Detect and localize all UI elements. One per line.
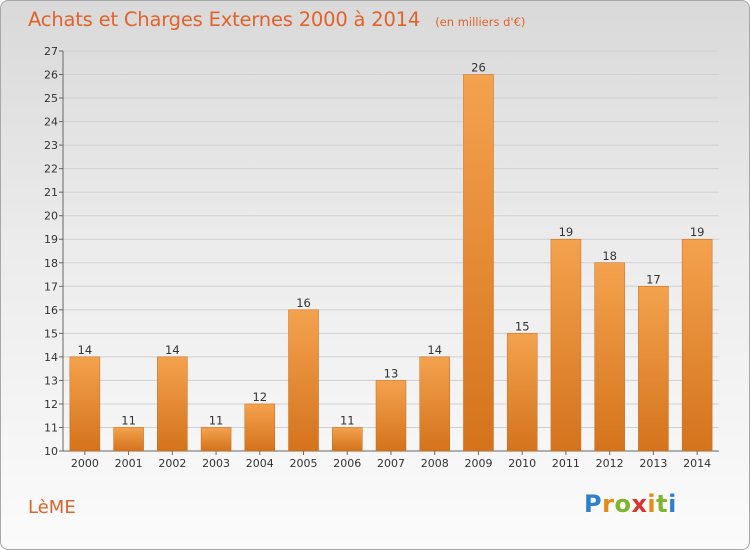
labels: 10 11 12 13 14 15 16 17 18 19 20 21 22 23 24 25 26 27 14 20… bbox=[44, 45, 711, 470]
x-tick-label: 2006 bbox=[333, 457, 361, 470]
proxiti-logo: Proxiti bbox=[584, 490, 677, 518]
bar-value-label: 11 bbox=[209, 413, 224, 427]
logo-letter: i bbox=[668, 490, 677, 518]
commune-name: LèME bbox=[28, 497, 76, 518]
bar-value-label: 12 bbox=[252, 390, 267, 404]
logo-letter: i bbox=[647, 490, 657, 518]
y-tick-label: 24 bbox=[44, 116, 58, 129]
bar bbox=[419, 356, 450, 452]
bar-value-label: 19 bbox=[559, 225, 574, 239]
x-tick-label: 2009 bbox=[464, 457, 492, 470]
x-tick-label: 2008 bbox=[421, 457, 449, 470]
bar-value-label: 14 bbox=[427, 343, 442, 357]
x-tick-label: 2011 bbox=[552, 457, 580, 470]
bars bbox=[69, 74, 713, 452]
title-block: Achats et Charges Externes 2000 à 2014 (… bbox=[28, 8, 525, 31]
y-tick-label: 15 bbox=[44, 327, 58, 340]
bar bbox=[288, 309, 319, 452]
bar bbox=[594, 262, 625, 452]
x-tick-label: 2004 bbox=[246, 457, 274, 470]
x-tick-label: 2005 bbox=[290, 457, 318, 470]
logo-letter: P bbox=[584, 490, 603, 518]
y-tick-label: 26 bbox=[44, 69, 58, 82]
x-tick-label: 2013 bbox=[639, 457, 667, 470]
y-tick-label: 17 bbox=[44, 280, 58, 293]
bar-value-label: 19 bbox=[690, 225, 705, 239]
y-tick-label: 25 bbox=[44, 92, 58, 105]
x-tick-label: 2002 bbox=[158, 457, 186, 470]
bar bbox=[681, 238, 713, 452]
bar-value-label: 18 bbox=[602, 249, 617, 263]
chart-subtitle: (en milliers d'€) bbox=[435, 15, 526, 29]
chart-title: Achats et Charges Externes 2000 à 2014 bbox=[28, 8, 421, 31]
bar bbox=[375, 380, 407, 452]
logo-letter: x bbox=[631, 490, 648, 518]
logo-letter: o bbox=[614, 490, 632, 518]
bar bbox=[638, 286, 669, 452]
bar bbox=[550, 238, 582, 452]
bar-value-label: 13 bbox=[384, 366, 399, 380]
logo-letter: t bbox=[656, 490, 669, 518]
bar-value-label: 26 bbox=[471, 61, 486, 75]
y-tick-label: 10 bbox=[44, 445, 58, 458]
y-tick-label: 27 bbox=[44, 45, 58, 58]
bar-value-label: 11 bbox=[121, 413, 136, 427]
y-tick-label: 22 bbox=[44, 163, 58, 176]
logo-letter: r bbox=[602, 490, 615, 518]
bar bbox=[332, 427, 363, 452]
y-tick-label: 12 bbox=[44, 398, 58, 411]
bar-value-label: 11 bbox=[340, 413, 355, 427]
bar-value-label: 14 bbox=[165, 343, 180, 357]
x-tick-label: 2010 bbox=[508, 457, 536, 470]
y-tick-label: 20 bbox=[44, 210, 58, 223]
y-tick-label: 21 bbox=[44, 186, 58, 199]
y-tick-label: 23 bbox=[44, 139, 58, 152]
bar-value-label: 15 bbox=[515, 319, 530, 333]
y-tick-label: 11 bbox=[44, 421, 58, 434]
bar-value-label: 16 bbox=[296, 296, 311, 310]
bar bbox=[463, 74, 494, 452]
y-tick-label: 13 bbox=[44, 374, 58, 387]
bar bbox=[506, 333, 538, 452]
bar bbox=[200, 427, 232, 452]
bar-value-label: 14 bbox=[78, 343, 93, 357]
x-tick-label: 2007 bbox=[377, 457, 405, 470]
x-tick-label: 2014 bbox=[683, 457, 711, 470]
bar bbox=[113, 427, 144, 452]
y-tick-label: 19 bbox=[44, 233, 58, 246]
x-tick-label: 2003 bbox=[202, 457, 230, 470]
x-tick-label: 2001 bbox=[115, 457, 143, 470]
y-tick-label: 14 bbox=[44, 351, 58, 364]
x-tick-label: 2000 bbox=[71, 457, 99, 470]
y-tick-label: 16 bbox=[44, 304, 58, 317]
bar bbox=[69, 356, 101, 452]
bar bbox=[244, 403, 276, 452]
y-tick-label: 18 bbox=[44, 257, 58, 270]
x-tick-label: 2012 bbox=[596, 457, 624, 470]
bar bbox=[157, 356, 188, 452]
bar-value-label: 17 bbox=[646, 272, 661, 286]
